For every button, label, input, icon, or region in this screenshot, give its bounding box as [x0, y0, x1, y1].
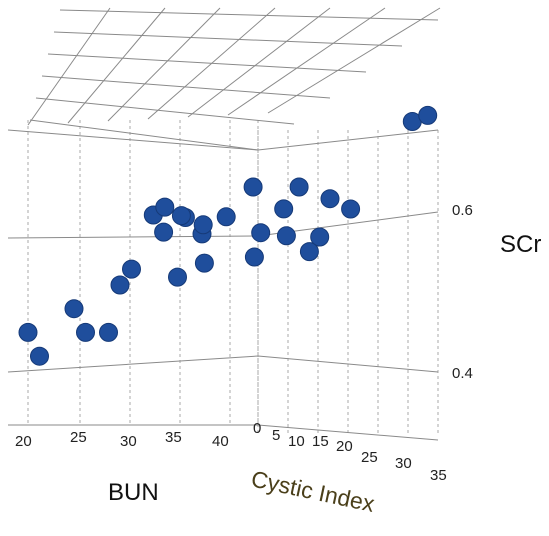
- data-point: [341, 199, 361, 219]
- bun-tick-label: 25: [70, 429, 87, 446]
- top-gridline: [35, 97, 295, 125]
- data-point: [155, 197, 175, 217]
- data-point: [193, 215, 213, 235]
- scr-gridline-left: [7, 129, 259, 151]
- bun-tick-label: 20: [15, 433, 32, 450]
- tick-labels: 20 25 30 35 40 0 5 10 15 20 25 30 35 0.6 0.4: [15, 202, 473, 484]
- data-point: [64, 299, 84, 319]
- scr-gridline-right: [257, 129, 439, 151]
- ci-tick-label: 10: [288, 433, 305, 450]
- ci-tick-label: 30: [395, 455, 412, 472]
- data-point: [30, 346, 49, 366]
- ci-tick-label: 25: [361, 449, 378, 466]
- data-point: [76, 322, 95, 342]
- data-point: [299, 242, 319, 262]
- ci-tick-label: 35: [430, 467, 447, 484]
- top-gridline: [107, 7, 221, 122]
- data-point: [243, 177, 263, 197]
- data-point: [168, 267, 187, 287]
- data-point: [18, 322, 38, 342]
- z-axis-label: SCr: [500, 231, 541, 258]
- data-point: [154, 222, 174, 242]
- data-point: [251, 223, 271, 243]
- data-point: [289, 177, 309, 197]
- top-gridline: [29, 119, 259, 151]
- data-point: [320, 189, 340, 209]
- top-gridline: [41, 75, 331, 99]
- y-axis-label: Cystic Index: [249, 465, 377, 517]
- top-gridline: [47, 53, 367, 73]
- top-gridline: [267, 7, 441, 114]
- scr-gridline-left: [7, 355, 259, 373]
- data-point: [274, 199, 294, 219]
- top-gridline: [53, 31, 403, 47]
- grid-lines: [7, 7, 441, 441]
- ci-tick-label: 20: [336, 438, 353, 455]
- ci-tick-label: 0: [253, 420, 261, 437]
- data-points: [18, 105, 438, 366]
- data-point: [122, 259, 141, 279]
- top-gridline: [27, 7, 111, 126]
- data-point: [110, 275, 130, 295]
- data-point: [194, 253, 214, 273]
- bun-tick-label: 40: [212, 433, 229, 450]
- data-point: [310, 227, 330, 247]
- top-gridline: [67, 7, 166, 124]
- bun-tick-label: 35: [165, 429, 182, 446]
- data-point: [99, 322, 118, 342]
- scr-gridline-left: [7, 235, 259, 239]
- data-point: [276, 226, 296, 246]
- data-point: [171, 206, 191, 226]
- top-gridline: [187, 7, 331, 118]
- ci-tick-label: 5: [272, 427, 280, 444]
- scr-gridline-right: [257, 355, 439, 373]
- top-gridline: [227, 7, 386, 116]
- x-axis-label: BUN: [108, 479, 159, 506]
- ci-tick-label: 15: [312, 433, 329, 450]
- top-gridline: [147, 7, 276, 120]
- data-point: [418, 105, 438, 125]
- bun-tick-label: 30: [120, 433, 137, 450]
- data-point: [216, 207, 236, 227]
- top-gridline: [59, 9, 439, 21]
- data-point: [244, 247, 264, 267]
- floor-edge: [257, 424, 439, 441]
- scr-tick-label: 0.4: [452, 365, 473, 382]
- scr-tick-label: 0.6: [452, 202, 473, 219]
